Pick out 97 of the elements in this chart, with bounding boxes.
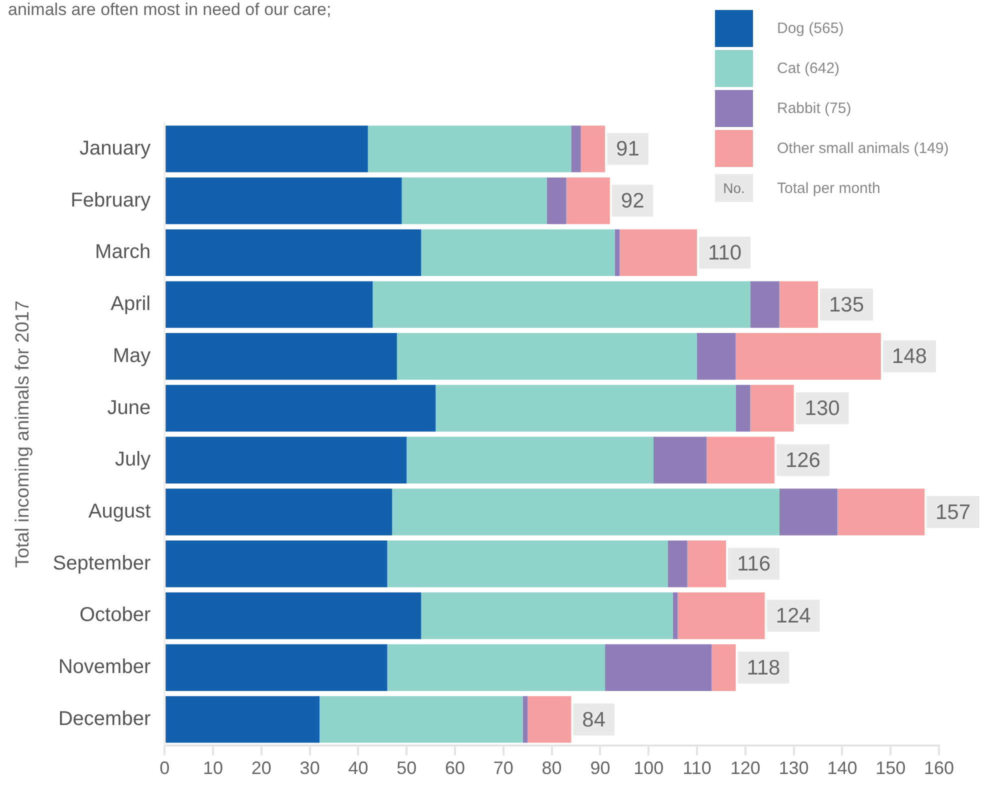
x-tick-label: 130 [778,758,809,778]
bar [436,384,736,432]
bar [166,488,392,536]
bar [166,177,402,224]
total-label: 92 [620,190,644,213]
bar [605,644,712,691]
bar [387,540,668,588]
bar [687,540,726,588]
total-label: 116 [737,552,771,576]
x-tick-label: 90 [590,758,610,778]
bar [402,177,547,224]
x-tick-label: 70 [493,758,514,778]
bar [421,229,615,276]
total-label: 157 [935,500,971,524]
y-tick-label: March [95,241,151,264]
bar [166,333,397,380]
bar [166,126,368,172]
annotation: Total per month [777,180,880,196]
bar [750,281,780,328]
bar [546,177,566,224]
x-tick-label: 80 [542,758,562,778]
bar [668,540,688,588]
x-tick-label: 150 [876,758,906,778]
y-tick-label: July [115,448,151,471]
x-tick-label: 30 [300,758,320,778]
text: Cat (642) [777,60,840,76]
x-tick-label: 60 [445,758,466,778]
y-tick-label: January [79,137,151,160]
bar [166,436,407,484]
total-label: 130 [804,397,840,420]
total-label: 135 [829,293,864,316]
x-tick-label: 140 [827,758,858,778]
text: Dog (565) [777,20,844,36]
chart-subtitle: animals are often most in need of our care; [8,0,332,20]
bar [779,488,838,536]
bar [706,436,774,484]
total-label: 124 [776,604,812,628]
y-tick-label: April [110,293,151,316]
x-tick-label: 0 [160,758,170,778]
bar [837,488,924,536]
bar [166,540,388,588]
bar [166,229,422,276]
y-tick-label: February [70,189,151,212]
x-tick-label: 160 [924,758,954,778]
bar [387,644,606,691]
total-label: 126 [785,448,820,472]
bar [672,592,678,640]
bar [392,488,780,536]
y-axis-title: Total incoming animals for 2017 [12,300,34,568]
total-label: 84 [582,708,606,732]
total-label: 110 [708,241,742,264]
bar [697,333,736,380]
bar [166,696,320,743]
bar [166,644,388,691]
total-label: 118 [746,656,780,680]
bar [406,436,654,484]
bar [421,592,673,640]
bar [368,126,572,172]
x-tick-label: 100 [634,758,664,778]
bar [750,384,794,432]
bar [396,333,698,380]
y-tick-label: August [88,500,152,523]
total-label: 148 [892,345,927,368]
y-tick-label: June [107,396,151,419]
legend-swatch: No. [715,174,753,202]
bar [566,177,610,224]
y-tick-label: May [112,344,151,367]
y-tick-label: September [52,552,151,574]
bar [678,592,765,640]
text: Other small animals (149) [777,140,949,156]
x-tick-label: 120 [730,758,760,778]
x-tick-label: 20 [251,758,272,778]
bar [653,436,707,484]
y-tick-label: October [79,604,151,626]
bar [779,281,818,328]
bar [522,696,528,743]
x-tick-label: 50 [396,758,417,778]
x-tick-label: 10 [203,758,224,778]
bar [614,229,620,276]
text: Rabbit (75) [777,100,852,116]
bar [736,384,750,432]
y-tick-label: December [58,708,151,730]
y-tick-label: November [58,656,151,678]
x-tick-label: 110 [682,758,712,778]
total-label: 91 [616,138,640,161]
bar [736,333,881,380]
bar [166,592,422,640]
bar [571,126,581,172]
bar [372,281,750,328]
bar [712,644,736,691]
bar [528,696,572,743]
bar [166,281,373,328]
bar [620,229,698,276]
x-tick-label: 40 [348,758,368,778]
bar [580,126,606,172]
bar [166,384,436,432]
bar [320,696,523,743]
